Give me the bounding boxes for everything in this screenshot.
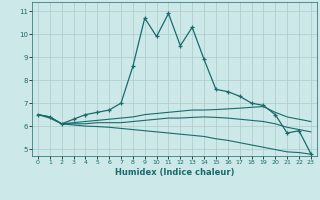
X-axis label: Humidex (Indice chaleur): Humidex (Indice chaleur)	[115, 168, 234, 177]
